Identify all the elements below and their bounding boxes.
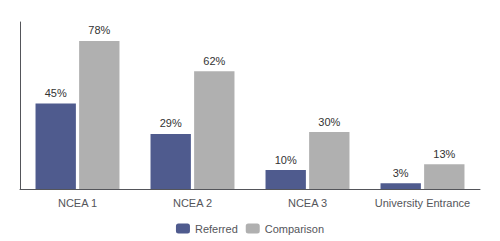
svg-text:78%: 78% (88, 24, 110, 36)
svg-text:30%: 30% (318, 116, 340, 128)
svg-text:Comparison: Comparison (265, 223, 324, 235)
svg-text:NCEA 2: NCEA 2 (173, 197, 212, 209)
svg-text:62%: 62% (203, 55, 225, 67)
svg-text:13%: 13% (433, 148, 455, 160)
svg-text:Referred: Referred (195, 223, 238, 235)
svg-text:45%: 45% (45, 87, 67, 99)
svg-text:29%: 29% (160, 117, 182, 129)
svg-text:NCEA 1: NCEA 1 (58, 197, 97, 209)
svg-text:10%: 10% (275, 154, 297, 166)
svg-text:University Entrance: University Entrance (375, 197, 470, 209)
svg-text:3%: 3% (393, 167, 409, 179)
svg-text:NCEA 3: NCEA 3 (288, 197, 327, 209)
